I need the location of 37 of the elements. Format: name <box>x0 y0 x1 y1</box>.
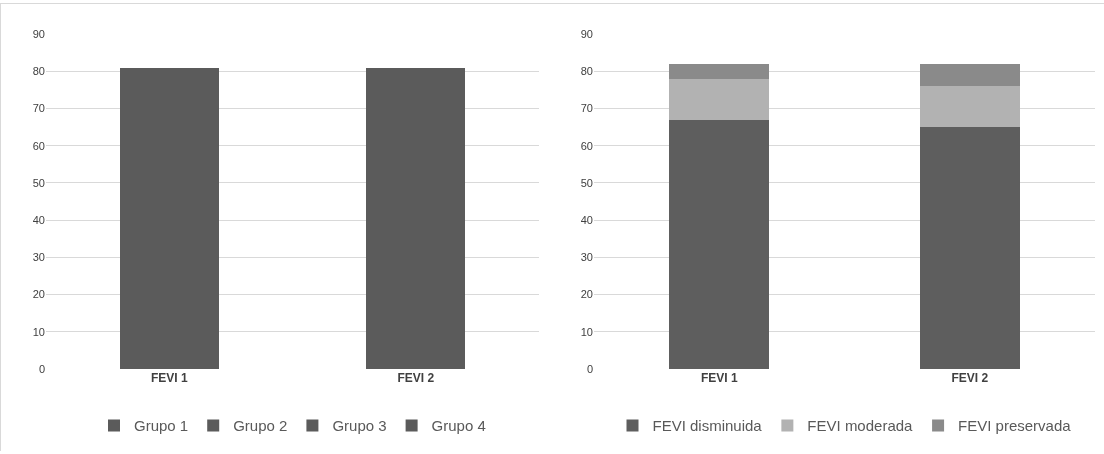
bar <box>919 86 1020 128</box>
y-tick-label: 10 <box>32 325 45 338</box>
legend-label: FEVI preservada <box>958 417 1072 435</box>
legend-label: Grupo 3 <box>332 417 387 435</box>
bar <box>669 119 770 369</box>
legend-label: Grupo 1 <box>134 417 189 435</box>
y-tick-label: 40 <box>32 213 45 226</box>
bar <box>669 78 770 120</box>
legend-label: Grupo 2 <box>233 417 288 435</box>
y-tick-label: 20 <box>32 288 45 301</box>
y-tick-label: 0 <box>586 362 593 375</box>
y-tick-label: 10 <box>580 325 593 338</box>
y-tick-label: 90 <box>32 27 45 40</box>
y-tick-label: 80 <box>32 65 45 78</box>
bar <box>669 63 770 79</box>
legend-label: FEVI moderada <box>807 417 914 435</box>
x-tick-label: FEVI 1 <box>150 371 188 385</box>
x-tick-label: FEVI 1 <box>700 371 738 385</box>
bar <box>919 127 1020 369</box>
y-tick-label: 60 <box>580 139 593 152</box>
y-tick-label: 80 <box>580 65 593 78</box>
y-tick-label: 20 <box>580 288 593 301</box>
y-tick-label: 30 <box>32 251 45 264</box>
legend-label: Grupo 4 <box>431 417 486 435</box>
y-tick-label: 90 <box>580 27 593 40</box>
y-tick-label: 60 <box>32 139 45 152</box>
y-tick-label: 50 <box>32 176 45 189</box>
x-tick-label: FEVI 2 <box>951 371 989 385</box>
y-tick-label: 0 <box>38 362 45 375</box>
y-tick-label: 40 <box>580 213 593 226</box>
x-tick-label: FEVI 2 <box>397 371 435 385</box>
legend-label: FEVI disminuida <box>652 417 763 435</box>
bar <box>919 63 1020 87</box>
y-tick-label: 70 <box>32 102 45 115</box>
y-tick-label: 50 <box>580 176 593 189</box>
y-tick-label: 70 <box>580 102 593 115</box>
y-tick-label: 30 <box>580 251 593 264</box>
